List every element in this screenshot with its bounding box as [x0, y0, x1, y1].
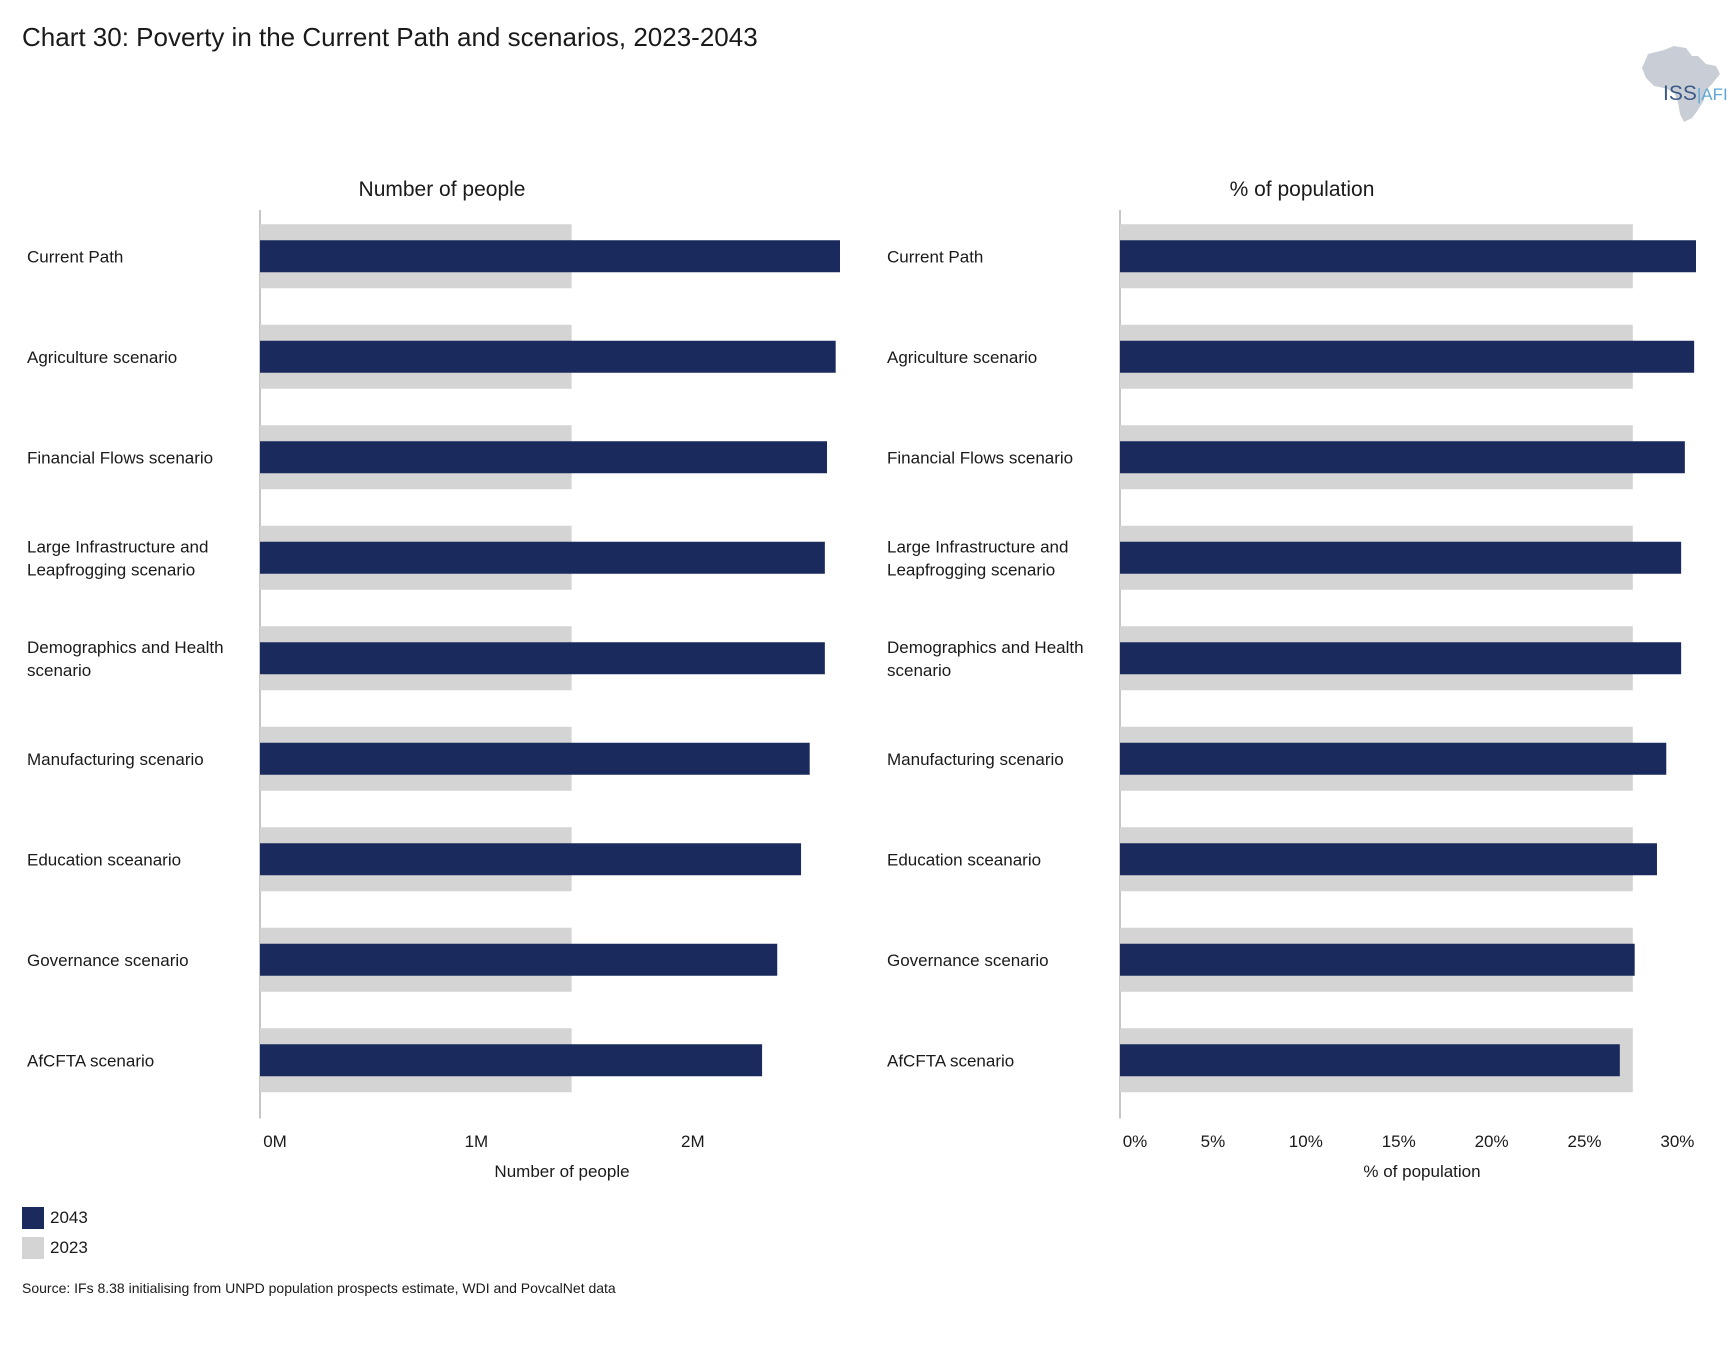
chart1-bar-2043: [260, 541, 825, 574]
chart2-tick-label: 20%: [1475, 1132, 1509, 1151]
legend-swatch-2023: [22, 1237, 44, 1259]
chart2-category-label: Governance scenario: [887, 951, 1049, 970]
chart1-category-label: Education sceanario: [27, 850, 181, 869]
logo-main: ISS: [1663, 82, 1697, 105]
legend: 2043 2023: [22, 1203, 88, 1263]
chart1-category-label: Governance scenario: [27, 951, 189, 970]
chart1-tick-label: 0M: [263, 1132, 287, 1151]
chart2-x-axis-label: % of population: [1363, 1162, 1480, 1181]
chart1-category-label: AfCFTA scenario: [27, 1051, 154, 1070]
chart1-category-label: Demographics and Health scenario: [27, 638, 224, 680]
chart2-bar-2043: [1120, 943, 1635, 976]
chart2-bar-2043: [1120, 340, 1695, 373]
chart1-category-label: Financial Flows scenario: [27, 448, 213, 467]
chart2-tick-label: 5%: [1201, 1132, 1226, 1151]
source-note: Source: IFs 8.38 initialising from UNPD …: [22, 1280, 616, 1296]
chart1-bar-2043: [260, 742, 810, 775]
legend-label-2023: 2023: [50, 1238, 88, 1257]
logo-text: ISS|AFI: [1663, 82, 1728, 105]
chart1-title: Number of people: [359, 178, 526, 201]
chart2-title: % of population: [1230, 178, 1375, 201]
chart1-category-label: Agriculture scenario: [27, 348, 177, 367]
chart2-bar-2043: [1120, 742, 1667, 775]
chart1-tick-label: 2M: [681, 1132, 705, 1151]
chart1-bar-2043: [260, 943, 778, 976]
legend-swatch-2043: [22, 1207, 44, 1229]
chart2-tick-label: 10%: [1289, 1132, 1323, 1151]
chart1-bar-2043: [260, 1044, 763, 1077]
chart2-tick-label: 25%: [1568, 1132, 1602, 1151]
chart2-category-label: Manufacturing scenario: [887, 750, 1064, 769]
chart2-bar-2043: [1120, 1044, 1620, 1077]
chart2-category-label: Agriculture scenario: [887, 348, 1037, 367]
chart2-category-label: Current Path: [887, 247, 983, 266]
chart2-category-label: AfCFTA scenario: [887, 1051, 1014, 1070]
chart2-bar-2043: [1120, 240, 1696, 273]
chart1-bar-2043: [260, 240, 840, 273]
chart2-category-label: Financial Flows scenario: [887, 448, 1073, 467]
chart-title: Chart 30: Poverty in the Current Path an…: [22, 22, 758, 52]
chart2-bar-2043: [1120, 642, 1682, 675]
chart1-tick-label: 1M: [465, 1132, 489, 1151]
chart2-tick-label: 30%: [1660, 1132, 1694, 1151]
chart1-bar-2043: [260, 642, 825, 675]
chart1-bar-2043: [260, 340, 836, 373]
chart2-category-label: Demographics and Health scenario: [887, 638, 1084, 680]
legend-label-2043: 2043: [50, 1208, 88, 1227]
logo-sub: AFI: [1701, 85, 1728, 104]
chart2-category-label: Large Infrastructure and Leapfrogging sce…: [887, 537, 1068, 579]
legend-item-2023: 2023: [22, 1233, 88, 1263]
chart1-category-label: Large Infrastructure and Leapfrogging sce…: [27, 537, 208, 579]
chart1-bar-2043: [260, 843, 802, 876]
chart1-category-label: Manufacturing scenario: [27, 750, 204, 769]
chart2-tick-label: 15%: [1382, 1132, 1416, 1151]
legend-item-2043: 2043: [22, 1203, 88, 1233]
chart2-bar-2043: [1120, 541, 1682, 574]
chart2-category-label: Education sceanario: [887, 850, 1041, 869]
africa-map-icon: [1642, 46, 1720, 122]
chart1-x-axis-label: Number of people: [494, 1162, 629, 1181]
chart1-category-label: Current Path: [27, 247, 123, 266]
chart1-bar-2043: [260, 441, 828, 474]
chart2-bar-2043: [1120, 441, 1685, 474]
chart2-bar-2043: [1120, 843, 1657, 876]
chart2-tick-label: 0%: [1123, 1132, 1148, 1151]
